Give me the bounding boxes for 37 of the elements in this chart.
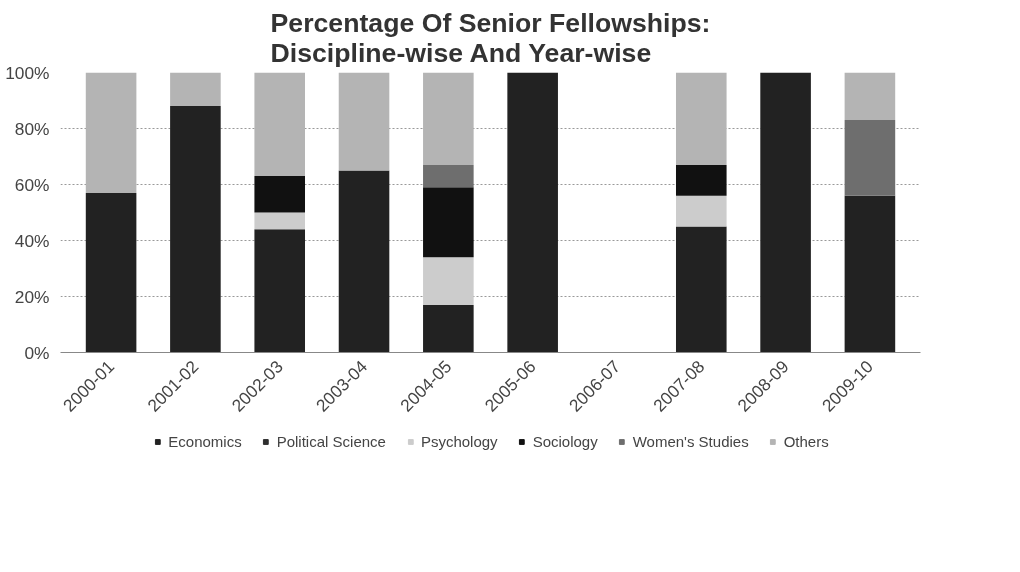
- bar: [844, 120, 896, 196]
- bar: [254, 212, 306, 230]
- bar: [423, 164, 474, 188]
- y-tick-label: 60%: [14, 174, 50, 195]
- y-tick-label: 80%: [14, 118, 50, 139]
- bar: [338, 72, 390, 171]
- legend-label: Psychology: [420, 432, 498, 450]
- bar: [338, 170, 390, 353]
- chart-title: Percentage Of Senior Fellowships: Discipline-wise And Year-wise: [270, 7, 711, 68]
- legend-label: Economics: [168, 432, 242, 450]
- bar: [760, 72, 811, 353]
- legend-label: Political Science: [276, 432, 386, 450]
- legend-label: Others: [783, 432, 829, 450]
- bar: [675, 72, 727, 165]
- bar: [170, 72, 221, 107]
- bar: [423, 72, 474, 165]
- bar: [675, 226, 727, 353]
- bar: [844, 72, 896, 121]
- y-tick-label: 100%: [5, 62, 50, 83]
- bar: [254, 72, 306, 177]
- legend-label: Women's Studies: [632, 432, 749, 450]
- bar: [254, 176, 306, 213]
- bar: [85, 192, 137, 353]
- bar: [423, 304, 474, 353]
- y-tick-label: 20%: [14, 286, 50, 307]
- bar: [844, 195, 896, 353]
- y-tick-label: 40%: [14, 230, 50, 251]
- bar: [170, 106, 221, 353]
- bar: [85, 72, 137, 193]
- legend-label: Sociology: [532, 432, 598, 450]
- bar: [423, 257, 474, 305]
- bar: [507, 72, 558, 353]
- bar: [423, 187, 474, 258]
- y-tick-label: 0%: [24, 342, 50, 363]
- bar: [254, 229, 306, 353]
- bar: [675, 164, 727, 196]
- bar: [675, 195, 727, 227]
